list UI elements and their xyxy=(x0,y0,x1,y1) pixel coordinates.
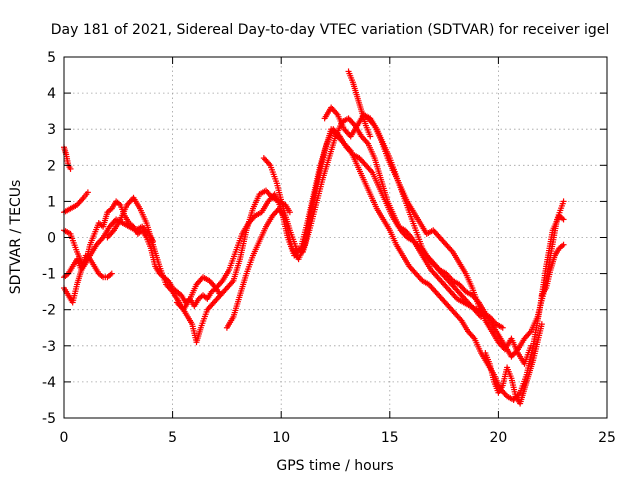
x-tick-label: 20 xyxy=(489,430,507,446)
x-tick-label: 15 xyxy=(381,430,399,446)
y-tick-label: -2 xyxy=(42,303,56,319)
x-tick-label: 10 xyxy=(272,430,290,446)
y-axis-label: SDTVAR / TECUs xyxy=(8,180,24,295)
data-point xyxy=(84,189,91,196)
y-tick-label: -1 xyxy=(42,267,56,283)
y-tick-label: -5 xyxy=(42,411,56,427)
chart-title: Day 181 of 2021, Sidereal Day-to-day VTE… xyxy=(51,22,610,38)
data-point xyxy=(286,209,293,216)
y-tick-label: 1 xyxy=(47,194,56,210)
data-point xyxy=(560,216,567,223)
y-tick-label: -4 xyxy=(42,375,56,391)
data-marks xyxy=(61,68,567,407)
y-tick-label: 2 xyxy=(47,158,56,174)
y-tick-label: 3 xyxy=(47,122,56,138)
y-tick-label: 0 xyxy=(47,231,56,247)
y-tick-label: -3 xyxy=(42,339,56,355)
x-tick-label: 5 xyxy=(168,430,177,446)
data-point xyxy=(108,270,115,277)
y-tick-label: 5 xyxy=(47,50,56,66)
data-point xyxy=(67,165,74,172)
data-point xyxy=(499,324,506,331)
x-tick-label: 25 xyxy=(598,430,616,446)
y-tick-label: 4 xyxy=(47,86,56,102)
x-tick-label: 0 xyxy=(60,430,69,446)
grid-lines xyxy=(64,57,607,418)
x-axis-label: GPS time / hours xyxy=(276,458,393,474)
